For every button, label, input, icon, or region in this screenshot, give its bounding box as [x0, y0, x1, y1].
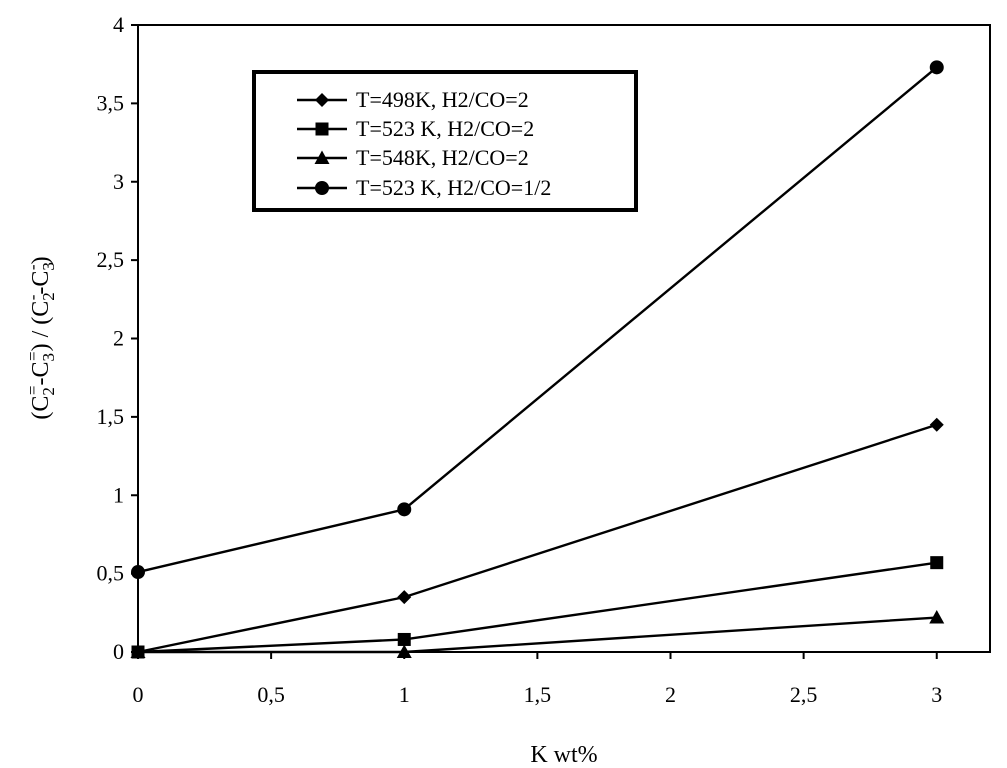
y-tick-label: 0,5: [97, 561, 125, 586]
y-tick-label: 3,5: [97, 90, 125, 115]
legend-entry: T=523 K, H2/CO=2: [297, 116, 534, 141]
y-tick-label: 1,5: [97, 404, 125, 429]
point-marker-square: [930, 556, 944, 570]
x-tick-label: 1,5: [524, 682, 552, 707]
series-circle: [131, 60, 944, 580]
point-marker-circle: [131, 565, 145, 580]
point-marker-diamond: [397, 590, 412, 605]
x-tick-label: 2: [665, 682, 676, 707]
series-layer: [130, 60, 945, 659]
series-triangle: [130, 610, 945, 658]
point-marker-circle: [315, 181, 329, 195]
legend-label: T=548K, H2/CO=2: [356, 145, 529, 170]
legend-entry: T=498K, H2/CO=2: [297, 87, 529, 112]
legend-entry: T=548K, H2/CO=2: [297, 145, 529, 170]
x-tick-label: 0,5: [257, 682, 285, 707]
x-axis-title: K wt%: [530, 742, 597, 768]
series-diamond: [131, 417, 944, 659]
y-tick-label: 2,5: [97, 247, 125, 272]
legend-entry: T=523 K, H2/CO=1/2: [297, 175, 551, 200]
y-tick-label: 1: [113, 482, 124, 507]
y-axis-title: (C2=-C3=) / (C2--C3-): [23, 256, 58, 419]
x-tick-label: 2,5: [790, 682, 818, 707]
x-tick-label: 3: [931, 682, 942, 707]
point-marker-diamond: [929, 417, 944, 432]
point-marker-triangle: [314, 150, 330, 164]
legend-label: T=523 K, H2/CO=2: [356, 116, 534, 141]
point-marker-triangle: [929, 610, 945, 624]
x-axis: 0 0,5 1 1,5 2 2,5 3: [133, 652, 942, 707]
y-tick-label: 3: [113, 169, 124, 194]
point-marker-circle: [929, 60, 944, 75]
legend: T=498K, H2/CO=2 T=523 K, H2/CO=2 T=548K, H…: [252, 70, 638, 212]
y-tick-label: 4: [113, 12, 124, 37]
y-axis: 0 0,5 1 1,5 2 2,5 3 3,5 4: [97, 12, 138, 664]
point-marker-triangle: [396, 644, 412, 658]
y-tick-label: 0: [113, 639, 124, 664]
series-line: [137, 561, 937, 654]
point-marker-circle: [397, 502, 412, 517]
point-marker-square: [315, 122, 329, 136]
point-marker-diamond: [315, 93, 329, 107]
legend-label: T=498K, H2/CO=2: [356, 87, 529, 112]
legend-label: T=523 K, H2/CO=1/2: [356, 175, 551, 200]
x-tick-label: 0: [133, 682, 144, 707]
point-marker-square: [397, 632, 411, 646]
series-line: [137, 423, 938, 654]
y-tick-label: 2: [113, 326, 124, 351]
x-tick-label: 1: [399, 682, 410, 707]
point-marker-triangle: [130, 644, 146, 658]
